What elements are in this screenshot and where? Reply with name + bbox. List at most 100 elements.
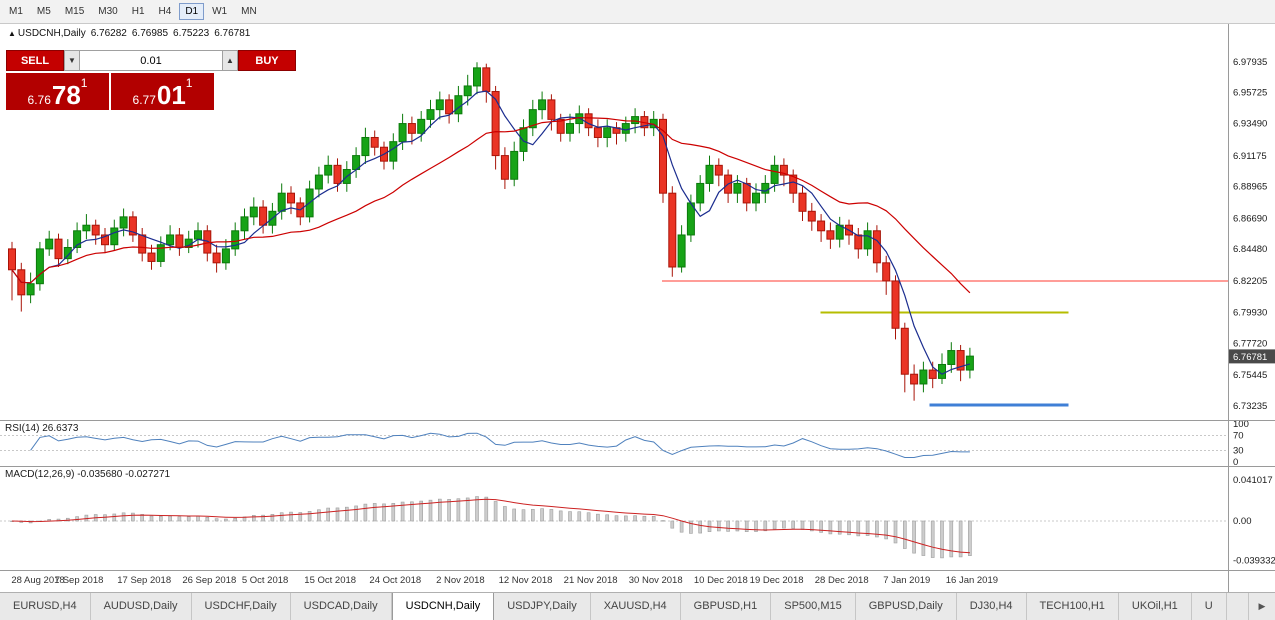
- lot-size-input[interactable]: [80, 50, 222, 71]
- chart-tab-sp500-m15[interactable]: SP500,M15: [771, 593, 856, 620]
- ohlc-high: 6.76985: [131, 28, 169, 39]
- ask-price-button[interactable]: 6.77 01 1: [111, 73, 214, 110]
- macd-histogram-bar: [465, 497, 470, 522]
- current-price-badge: [1229, 349, 1275, 364]
- macd-signal-line: [11, 498, 970, 554]
- timeframe-button-mn[interactable]: MN: [235, 3, 263, 20]
- date-label: 12 Nov 2018: [498, 575, 553, 586]
- rsi-tick-label: 100: [1233, 421, 1249, 430]
- macd-histogram-bar: [930, 520, 935, 558]
- lot-decrease-button[interactable]: ▼: [64, 50, 80, 71]
- chart-tab-tech100-h1[interactable]: TECH100,H1: [1026, 593, 1119, 620]
- timeframe-button-w1[interactable]: W1: [206, 3, 233, 20]
- ma-line-20: [11, 117, 971, 294]
- candle-body: [221, 248, 230, 264]
- main-chart-panel[interactable]: 6.97935 6.95725 6.93490 6.91175 6.88965 6.866…: [0, 24, 1275, 420]
- candle-body: [965, 355, 974, 371]
- macd-histogram-bar: [279, 512, 284, 522]
- candle-body: [91, 224, 100, 236]
- candle-body: [528, 109, 537, 129]
- candle-body: [259, 206, 268, 226]
- macd-histogram-bar: [912, 520, 916, 554]
- candle-body: [510, 150, 519, 180]
- macd-histogram-bar: [614, 515, 619, 522]
- macd-histogram-bar: [586, 512, 591, 522]
- timeframe-button-h1[interactable]: H1: [126, 3, 151, 20]
- macd-histogram-bar: [549, 509, 554, 522]
- candle-body: [705, 164, 714, 184]
- candle-body: [361, 136, 370, 157]
- chart-header: ▲ USDCNH,Daily 6.76282 6.76985 6.75223 6.7678…: [8, 28, 255, 39]
- macd-histogram-bar: [437, 498, 442, 522]
- candle-body: [287, 192, 295, 204]
- macd-histogram-bar: [224, 518, 228, 522]
- macd-histogram-bar: [298, 512, 303, 522]
- chart-tab-usdcnh-daily[interactable]: USDCNH,Daily: [391, 593, 495, 620]
- ask-pips: 01: [156, 80, 186, 110]
- chart-tab-dj30-h4[interactable]: DJ30,H4: [956, 593, 1027, 620]
- macd-histogram-bar: [400, 501, 405, 522]
- candle-body: [156, 244, 165, 262]
- chart-tab-u[interactable]: U: [1191, 593, 1227, 620]
- macd-histogram-bar: [149, 515, 154, 522]
- timeframe-button-m30[interactable]: M30: [92, 3, 123, 20]
- sell-button[interactable]: SELL: [6, 50, 64, 71]
- macd-histogram-bar: [131, 512, 135, 522]
- chart-tab-gbpusd-h1[interactable]: GBPUSD,H1: [680, 593, 772, 620]
- ohlc-open: 6.76282: [90, 28, 127, 39]
- macd-histogram-bar: [363, 503, 368, 522]
- macd-histogram-bar: [856, 520, 861, 537]
- candle-body: [370, 136, 379, 148]
- macd-indicator-panel[interactable]: 0.041017 0.00 -0.039332 MACD(12,26,9) -0.0…: [0, 466, 1275, 570]
- macd-histogram-bar: [893, 520, 898, 544]
- timeframe-button-m15[interactable]: M15: [59, 3, 90, 20]
- chart-tab-usdjpy-daily[interactable]: USDJPY,Daily: [494, 593, 591, 620]
- price-tick-label: 6.82205: [1233, 276, 1267, 287]
- chart-tab-ukoil-h1[interactable]: UKOil,H1: [1118, 593, 1192, 620]
- chart-tab-audusd-daily[interactable]: AUDUSD,Daily: [90, 593, 192, 620]
- date-label: 17 Sep 2018: [117, 575, 172, 586]
- timeframe-button-h4[interactable]: H4: [153, 3, 178, 20]
- date-label: 10 Dec 2018: [693, 575, 748, 586]
- timeframe-button-d1[interactable]: D1: [179, 3, 205, 20]
- candle-body: [500, 155, 509, 180]
- candle-body: [138, 234, 147, 254]
- chevron-down-icon: ▼: [68, 56, 76, 65]
- candle-body: [417, 118, 426, 134]
- candle-body: [742, 182, 751, 204]
- macd-histogram-bar: [865, 520, 870, 536]
- macd-histogram-bar: [735, 520, 740, 532]
- candle-body: [212, 252, 221, 264]
- buy-button[interactable]: BUY: [238, 50, 296, 71]
- lot-increase-button[interactable]: ▲: [222, 50, 238, 71]
- rsi-tick-label: 30: [1233, 446, 1244, 457]
- candle-body: [333, 164, 342, 184]
- bid-price-button[interactable]: 6.76 78 1: [6, 73, 109, 110]
- candle-body: [407, 123, 416, 134]
- chart-tab-xauusd-h4[interactable]: XAUUSD,H4: [590, 593, 681, 620]
- macd-chart-svg[interactable]: 0.041017 0.00 -0.039332: [0, 467, 1275, 570]
- chart-tab-eurusd-h4[interactable]: EURUSD,H4: [0, 593, 91, 620]
- tab-scroll-right-button[interactable]: ▶: [1248, 593, 1275, 620]
- macd-histogram-bar: [186, 516, 191, 522]
- chart-tab-usdcad-daily[interactable]: USDCAD,Daily: [290, 593, 392, 620]
- date-axis[interactable]: 28 Aug 2018 7 Sep 2018 17 Sep 2018 26 Sep 2…: [0, 570, 1275, 593]
- macd-histogram-bar: [335, 507, 340, 522]
- timeframe-button-m1[interactable]: M1: [3, 3, 29, 20]
- candle-body: [54, 238, 63, 260]
- price-chart-svg[interactable]: 6.97935 6.95725 6.93490 6.91175 6.88965 6.866…: [0, 24, 1275, 420]
- chart-tab-usdchf-daily[interactable]: USDCHF,Daily: [191, 593, 291, 620]
- timeframe-button-m5[interactable]: M5: [31, 3, 57, 20]
- rsi-indicator-panel[interactable]: 100 70 30 0 RSI(14) 26.6373: [0, 420, 1275, 466]
- macd-histogram-bar: [493, 501, 498, 522]
- macd-histogram-bar: [261, 514, 265, 522]
- price-tick-label: 6.86690: [1233, 213, 1267, 224]
- chart-tab-gbpusd-daily[interactable]: GBPUSD,Daily: [855, 593, 957, 620]
- candle-body: [556, 118, 565, 134]
- macd-histogram-bar: [605, 514, 610, 522]
- candle-body: [733, 182, 742, 194]
- candle-body: [110, 227, 119, 246]
- candle-body: [324, 164, 333, 176]
- macd-histogram-bar: [828, 520, 833, 535]
